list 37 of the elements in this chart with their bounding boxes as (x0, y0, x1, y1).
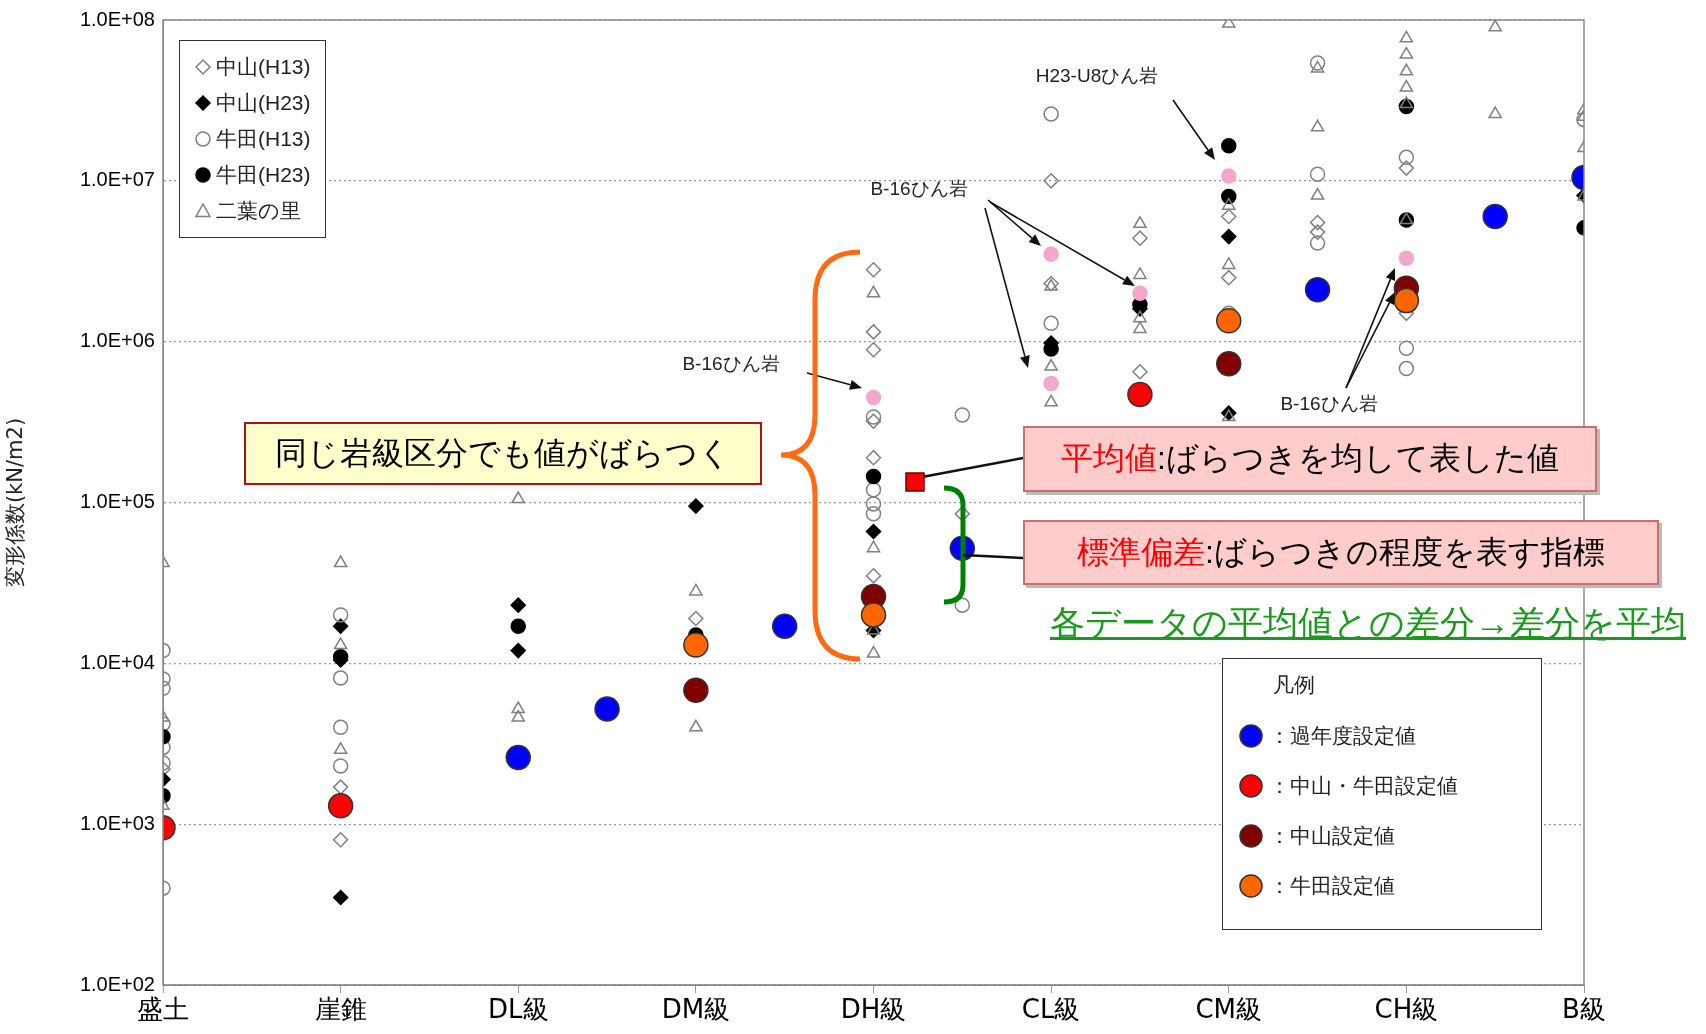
callout-box: 標準偏差:ばらつきの程度を表す指標 (1023, 520, 1659, 585)
annotation: B-16ひん岩 (682, 352, 780, 376)
callout-box: 同じ岩級区分でも値がばらつく (244, 422, 762, 485)
legend-label: ：中山設定値 (1269, 823, 1395, 849)
y-tick-label: 1.0E+08 (79, 7, 155, 30)
x-tick-label: CM級 (1195, 994, 1263, 1025)
legend-label: ：中山・牛田設定値 (1269, 773, 1458, 799)
x-tick-label: CL級 (1021, 994, 1081, 1025)
x-tick-label: CH級 (1374, 994, 1439, 1025)
callout-box: 平均値:ばらつきを均して表した値 (1023, 426, 1597, 492)
y-tick-label: 1.0E+05 (79, 490, 155, 513)
annotation: 各データの平均値との差分→差分を平均 (1050, 602, 1686, 644)
legend-label: ：過年度設定値 (1269, 723, 1416, 749)
x-tick-label: 崖錐 (314, 994, 367, 1025)
annotation: 標準偏差:ばらつきの程度を表す指標 (1077, 532, 1605, 572)
annotation: H23-U8ひん岩 (1035, 64, 1159, 88)
legend-label: 中山(H13) (216, 54, 311, 80)
x-tick-label: DL級 (487, 994, 549, 1025)
legend-label: 二葉の里 (216, 198, 301, 224)
legend-title: 凡例 (1272, 672, 1316, 698)
x-tick-label: DM級 (661, 994, 731, 1025)
y-tick-label: 1.0E+07 (79, 168, 155, 191)
x-tick-label: B級 (1562, 994, 1606, 1025)
annotation: B-16ひん岩 (1280, 392, 1378, 416)
legend-label: 牛田(H13) (216, 126, 311, 152)
y-tick-label: 1.0E+03 (79, 811, 155, 834)
y-tick-label: 1.0E+04 (79, 650, 155, 673)
annotation: 平均値:ばらつきを均して表した値 (1061, 439, 1559, 478)
y-tick-label: 1.0E+06 (79, 329, 155, 352)
x-tick-label: DH級 (840, 994, 907, 1025)
legend-label: 牛田(H23) (216, 162, 311, 188)
x-tick-label: 盛土 (137, 994, 189, 1025)
legend-label: ：牛田設定値 (1269, 873, 1395, 899)
annotation: B-16ひん岩 (870, 177, 968, 201)
y-axis-title: 変形係数(kN/m2) (3, 417, 28, 588)
legend-label: 中山(H23) (216, 90, 311, 116)
y-tick-label: 1.0E+02 (79, 972, 155, 995)
